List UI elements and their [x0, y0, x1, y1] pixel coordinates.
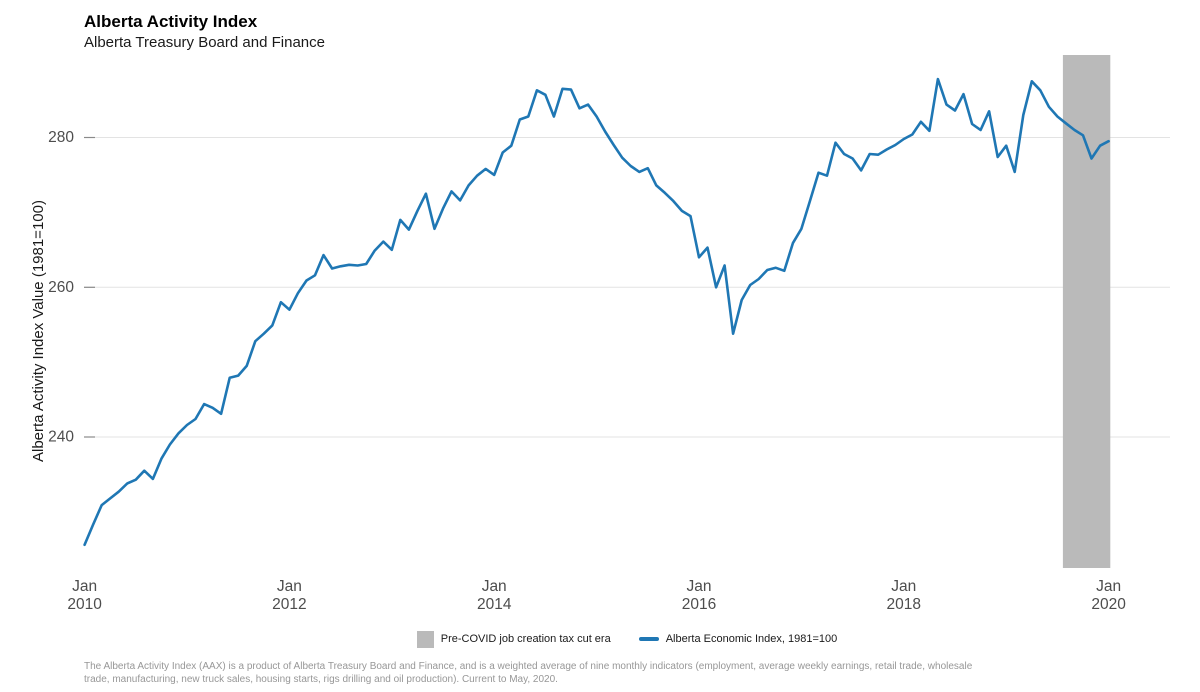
x-tick-label-2014: Jan 2014: [477, 578, 512, 613]
x-tick-label-2020: Jan 2020: [1091, 578, 1126, 613]
legend-item-line: Alberta Economic Index, 1981=100: [638, 633, 838, 645]
y-tick-label-280: 280: [48, 129, 74, 146]
band-swatch-icon: [416, 630, 434, 648]
legend-item-band: Pre-COVID job creation tax cut era: [416, 630, 611, 648]
x-tick-label-2016: Jan 2016: [682, 578, 716, 613]
page-subtitle: Alberta Treasury Board and Finance: [84, 34, 325, 51]
x-tick-label-2012: Jan 2012: [272, 578, 306, 613]
y-tick-label-240: 240: [48, 429, 74, 446]
precovid-band: [1062, 55, 1111, 568]
legend: Pre-COVID job creation tax cut era Alber…: [84, 627, 1170, 651]
y-tick-label-260: 260: [48, 279, 74, 296]
legend-line-label: Alberta Economic Index, 1981=100: [665, 633, 838, 645]
chart-svg: 240 260 280 Jan 2010 Jan 2012 Jan 2014 Jan 2016 Jan…: [48, 55, 1170, 613]
footnote: The Alberta Activity Index (AAX) is a pr…: [84, 660, 1052, 686]
page-title: Alberta Activity Index: [84, 12, 258, 31]
footnote-line-2: trade, manufacturing, new truck sales, h…: [84, 674, 558, 686]
aax-line: [83, 77, 1110, 547]
x-tick-label-2018: Jan 2018: [887, 578, 921, 613]
footnote-line-1: The Alberta Activity Index (AAX) is a pr…: [84, 661, 973, 672]
line-swatch-icon: [638, 637, 659, 641]
legend-band-label: Pre-COVID job creation tax cut era: [440, 633, 611, 645]
x-tick-label-2010: Jan 2010: [67, 578, 102, 613]
